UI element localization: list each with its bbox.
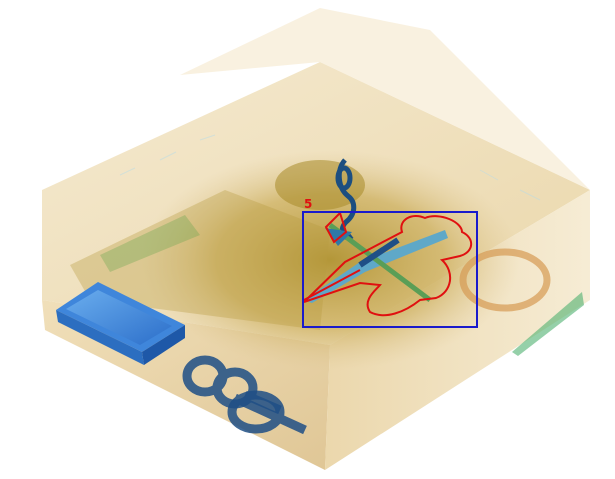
green-strip <box>512 292 584 356</box>
detection-label: 5 <box>304 197 313 211</box>
scan-texture <box>119 134 541 201</box>
ring-object <box>459 248 551 312</box>
threat-outline <box>303 211 473 317</box>
bag-contents <box>70 150 584 370</box>
cylinder-object <box>275 160 365 210</box>
bag-lid <box>180 8 590 190</box>
metal-box-object <box>56 282 185 365</box>
scissors-icon <box>227 390 307 435</box>
detection-box <box>302 211 478 328</box>
